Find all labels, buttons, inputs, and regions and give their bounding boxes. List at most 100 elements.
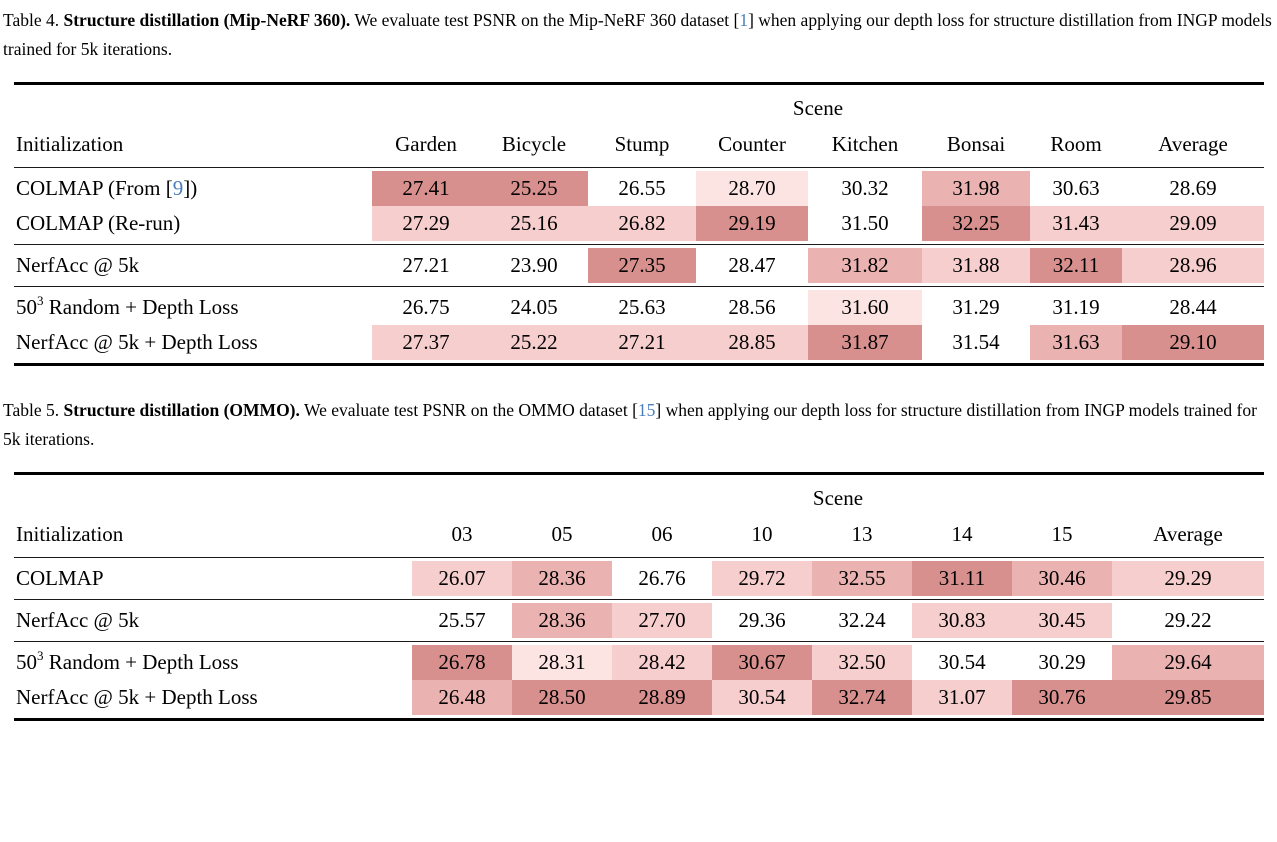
- psnr-cell: 28.36: [512, 561, 612, 596]
- row-label: 503 Random + Depth Loss: [14, 645, 412, 680]
- psnr-cell: 30.76: [1012, 680, 1112, 715]
- column-header-initialization: Initialization: [16, 522, 124, 546]
- psnr-cell: 26.55: [618, 176, 666, 200]
- psnr-cell: 29.22: [1164, 608, 1212, 632]
- column-header: 13: [851, 522, 873, 546]
- table-top-rule: [14, 472, 1264, 475]
- psnr-cell: 31.63: [1030, 325, 1122, 360]
- row-label-text: Random + Depth Loss: [43, 650, 239, 674]
- citation-link[interactable]: 9: [172, 176, 184, 200]
- row-label: NerfAcc @ 5k: [14, 248, 372, 283]
- psnr-cell: 30.67: [712, 645, 812, 680]
- psnr-cell: 26.76: [638, 566, 686, 590]
- psnr-cell: 32.25: [922, 206, 1030, 241]
- psnr-cell: 31.43: [1030, 206, 1122, 241]
- psnr-cell: 30.54: [712, 680, 812, 715]
- psnr-cell: 26.07: [412, 561, 512, 596]
- psnr-cell: 29.85: [1112, 680, 1264, 715]
- psnr-cell: 23.90: [510, 253, 558, 277]
- psnr-cell: 28.50: [512, 680, 612, 715]
- column-header: Average: [1158, 132, 1228, 156]
- psnr-cell: 29.72: [712, 561, 812, 596]
- psnr-cell: 27.21: [588, 325, 696, 360]
- row-label-text: COLMAP: [16, 566, 104, 590]
- citation-link[interactable]: 15: [637, 400, 656, 420]
- psnr-cell: 25.63: [618, 295, 666, 319]
- table5-caption: Table 5. Structure distillation (OMMO). …: [0, 396, 1277, 454]
- psnr-cell: 32.50: [812, 645, 912, 680]
- psnr-cell: 28.36: [512, 603, 612, 638]
- psnr-cell: 29.09: [1122, 206, 1264, 241]
- scene-group-header: Scene: [812, 486, 864, 510]
- caption-title: Structure distillation (Mip-NeRF 360).: [63, 10, 351, 30]
- caption-text: ] when applying our depth loss for struc…: [3, 10, 1272, 59]
- psnr-cell: 31.87: [808, 325, 922, 360]
- row-label: NerfAcc @ 5k + Depth Loss: [14, 680, 412, 715]
- psnr-cell: 30.63: [1052, 176, 1100, 200]
- psnr-cell: 30.32: [841, 176, 889, 200]
- row-label-text: NerfAcc @ 5k + Depth Loss: [16, 330, 258, 354]
- psnr-cell: 31.50: [841, 211, 889, 235]
- caption-title: Structure distillation (OMMO).: [63, 400, 300, 420]
- psnr-cell: 30.46: [1012, 561, 1112, 596]
- citation-link[interactable]: 1: [739, 10, 749, 30]
- row-label-text: Random + Depth Loss: [43, 295, 239, 319]
- column-header: 05: [551, 522, 573, 546]
- scene-group-header: Scene: [792, 96, 844, 120]
- psnr-cell: 25.22: [480, 325, 588, 360]
- table-top-rule: [14, 82, 1264, 85]
- psnr-cell: 31.29: [952, 295, 1000, 319]
- caption-label: Table 4.: [3, 10, 64, 30]
- psnr-cell: 28.47: [728, 253, 776, 277]
- row-label: COLMAP (Re-run): [14, 206, 372, 241]
- psnr-cell: 31.54: [952, 330, 1000, 354]
- psnr-cell: 30.83: [912, 603, 1012, 638]
- column-header: 03: [451, 522, 473, 546]
- psnr-cell: 28.89: [612, 680, 712, 715]
- superscript: 3: [37, 293, 44, 308]
- superscript: 3: [37, 648, 44, 663]
- row-label-text: NerfAcc @ 5k: [16, 608, 140, 632]
- row-label: COLMAP: [14, 561, 412, 596]
- caption-text: We evaluate test PSNR on the OMMO datase…: [299, 400, 638, 420]
- column-header: Kitchen: [831, 132, 899, 156]
- row-label: NerfAcc @ 5k: [14, 603, 412, 638]
- psnr-cell: 31.88: [922, 248, 1030, 283]
- psnr-cell: 29.29: [1112, 561, 1264, 596]
- column-header: Garden: [395, 132, 457, 156]
- psnr-cell: 27.35: [588, 248, 696, 283]
- table-bottom-rule: [14, 718, 1264, 721]
- psnr-cell: 28.56: [728, 295, 776, 319]
- psnr-cell: 32.11: [1030, 248, 1122, 283]
- column-header: 06: [651, 522, 673, 546]
- psnr-cell: 31.19: [1052, 295, 1100, 319]
- psnr-cell: 30.45: [1012, 603, 1112, 638]
- psnr-cell: 26.82: [588, 206, 696, 241]
- column-header: 14: [951, 522, 973, 546]
- table-bottom-rule: [14, 363, 1264, 366]
- column-header: 10: [751, 522, 773, 546]
- row-label-text: ]): [183, 176, 198, 200]
- psnr-cell: 31.82: [808, 248, 922, 283]
- column-header: Stump: [614, 132, 670, 156]
- column-header-initialization: Initialization: [16, 132, 124, 156]
- row-label-text: 50: [16, 295, 37, 319]
- psnr-cell: 28.31: [512, 645, 612, 680]
- row-label: COLMAP (From [9]): [14, 171, 372, 206]
- psnr-cell: 28.96: [1122, 248, 1264, 283]
- column-header: Bicycle: [501, 132, 567, 156]
- psnr-cell: 28.44: [1169, 295, 1217, 319]
- document-page: Table 4. Structure distillation (Mip-NeR…: [0, 6, 1277, 724]
- psnr-cell: 26.75: [402, 295, 450, 319]
- row-label-text: COLMAP (Re-run): [16, 211, 181, 235]
- psnr-cell: 26.78: [412, 645, 512, 680]
- psnr-cell: 29.19: [696, 206, 808, 241]
- psnr-cell: 24.05: [510, 295, 558, 319]
- column-header: Average: [1153, 522, 1223, 546]
- column-header: 15: [1051, 522, 1073, 546]
- psnr-cell: 25.16: [480, 206, 588, 241]
- table4-caption: Table 4. Structure distillation (Mip-NeR…: [0, 6, 1277, 64]
- psnr-cell: 27.29: [372, 206, 480, 241]
- caption-label: Table 5.: [3, 400, 64, 420]
- section-rule: [14, 641, 1264, 642]
